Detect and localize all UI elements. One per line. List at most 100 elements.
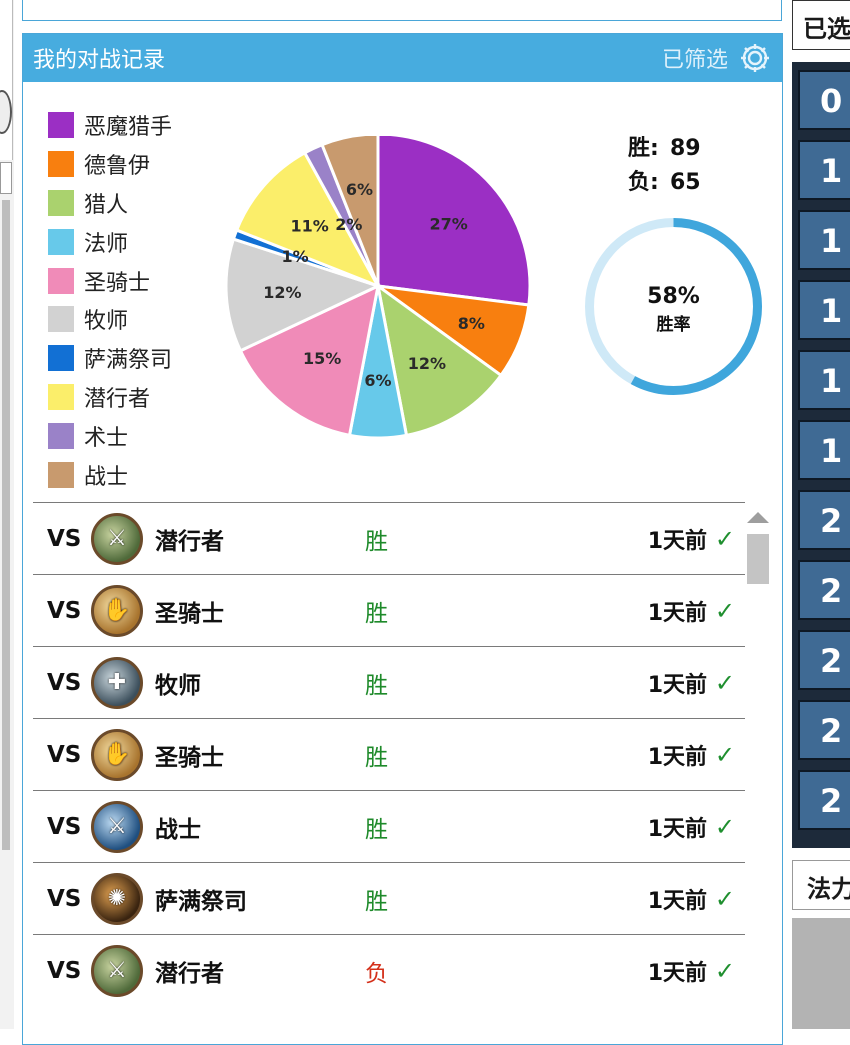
match-list: VS ⚔ 潜行者胜 1天前 ✓ VS ✋ 圣骑士胜 1天前 ✓ VS ✚ 牧师胜 1天前 ✓ VS ✋ 圣骑士胜 1…: [33, 502, 745, 1006]
pie-slice-label: 12%: [263, 283, 301, 302]
match-row[interactable]: VS ✋ 圣骑士 胜 1天前 ✓: [33, 574, 745, 646]
legend-label: 德鲁伊: [84, 154, 151, 180]
win-rate-value: 58%: [647, 284, 700, 309]
match-time: 1天前: [647, 600, 707, 626]
vs-label: VS: [47, 669, 82, 696]
win-rate-ring: 58% 胜率: [585, 218, 762, 395]
scrollbar-thumb[interactable]: [747, 534, 769, 584]
mana-cost-tile[interactable]: 1: [798, 140, 850, 200]
match-result: 胜: [365, 528, 388, 555]
check-icon: ✓: [714, 668, 735, 697]
class-pie-chart: 27% 8% 12% 6% 15% 12% 1% 11% 2% 6%: [224, 136, 532, 440]
warrior-icon: ⚔: [91, 800, 143, 853]
match-row[interactable]: VS ⚔ 潜行者 负 1天前 ✓: [33, 934, 745, 1006]
mana-cost-tile[interactable]: 1: [798, 210, 850, 270]
legend-swatch: [48, 345, 74, 372]
pie-slice: [320, 136, 380, 287]
mana-cost-tile[interactable]: 0: [798, 70, 850, 130]
match-result: 胜: [365, 888, 388, 915]
rogue-icon: ⚔: [91, 512, 143, 565]
match-result: 胜: [365, 744, 388, 771]
legend-label: 战士: [84, 464, 129, 490]
check-icon: ✓: [714, 812, 735, 841]
mana-cost-tile[interactable]: 1: [798, 420, 850, 480]
vs-label: VS: [47, 813, 82, 840]
pie-slice-label: 27%: [430, 215, 468, 234]
mana-cost-tile[interactable]: 1: [798, 280, 850, 340]
match-row[interactable]: VS ✋ 圣骑士 胜 1天前 ✓: [33, 718, 745, 790]
vs-label: VS: [47, 741, 82, 768]
panel-header: 我的对战记录 已筛选: [23, 34, 782, 82]
check-icon: ✓: [714, 596, 735, 625]
legend-label: 恶魔猎手: [84, 115, 173, 141]
match-result: 胜: [365, 816, 388, 843]
pie-slice-label: 11%: [290, 217, 328, 236]
opponent-class: 圣骑士: [155, 600, 224, 627]
vs-label: VS: [47, 957, 82, 984]
match-row[interactable]: VS ⚔ 战士 胜 1天前 ✓: [33, 790, 745, 862]
pie-slice: [376, 136, 532, 307]
right-bottom-label: 法力: [792, 860, 850, 910]
match-row[interactable]: VS ⚔ 潜行者 胜 1天前 ✓: [33, 502, 745, 574]
chart-legend: 恶魔猎手 德鲁伊 猎人 法师 圣骑士 牧师 萨满祭司 潜行者 术士 战士: [48, 106, 172, 494]
vs-label: VS: [47, 525, 82, 552]
left-panel-edge: [0, 0, 14, 1029]
opponent-class: 潜行者: [155, 528, 224, 555]
pie-slice-label: 12%: [408, 354, 446, 373]
gear-icon[interactable]: [738, 41, 772, 75]
vs-label: VS: [47, 885, 82, 912]
mana-cost-tile[interactable]: 2: [798, 770, 850, 830]
legend-item: 圣骑士: [48, 261, 172, 300]
opponent-class: 圣骑士: [155, 744, 224, 771]
legend-item: 牧师: [48, 300, 172, 339]
legend-swatch: [48, 461, 74, 488]
mana-cost-tile[interactable]: 1: [798, 350, 850, 410]
match-time: 1天前: [647, 816, 707, 842]
legend-item: 战士: [48, 455, 172, 494]
filter-status[interactable]: 已筛选: [661, 48, 728, 73]
legend-item: 猎人: [48, 184, 172, 223]
opponent-class: 牧师: [155, 672, 201, 699]
right-panel-edge: 已选 0 1 1 1 1 1 2 2 2 2 2 法力: [792, 0, 850, 1029]
match-result: 胜: [365, 600, 388, 627]
legend-swatch: [48, 112, 74, 139]
mana-cost-tile[interactable]: 2: [798, 700, 850, 760]
legend-label: 圣骑士: [84, 270, 151, 296]
loss-stat: 负: 65: [628, 166, 701, 200]
legend-swatch: [48, 228, 74, 255]
vs-label: VS: [47, 597, 82, 624]
scroll-up-arrow-icon[interactable]: [747, 512, 769, 523]
win-stat: 胜: 89: [628, 132, 701, 166]
match-row[interactable]: VS ✚ 牧师 胜 1天前 ✓: [33, 646, 745, 718]
legend-item: 德鲁伊: [48, 145, 172, 184]
pie-slice: [224, 237, 383, 353]
pie-slice-label: 15%: [303, 349, 341, 368]
paladin-icon: ✋: [91, 584, 143, 637]
ring-progress: [585, 218, 762, 395]
opponent-class: 潜行者: [155, 960, 224, 987]
paladin-icon: ✋: [91, 728, 143, 781]
opponent-class: 战士: [155, 816, 201, 843]
shaman-icon: ✺: [91, 872, 143, 925]
match-time: 1天前: [647, 960, 707, 986]
legend-item: 潜行者: [48, 378, 172, 417]
legend-swatch: [48, 151, 74, 178]
win-label: 胜:: [628, 136, 659, 161]
match-time: 1天前: [647, 888, 707, 914]
win-rate-label: 胜率: [657, 314, 691, 335]
pie-slice-label: 6%: [346, 180, 373, 199]
legend-item: 术士: [48, 416, 172, 455]
mana-cost-tile[interactable]: 2: [798, 490, 850, 550]
loss-label: 负:: [628, 170, 659, 195]
mana-cost-tile[interactable]: 2: [798, 630, 850, 690]
pie-slice: [375, 282, 504, 438]
legend-label: 潜行者: [84, 386, 151, 412]
opponent-class: 萨满祭司: [155, 888, 247, 915]
mana-cost-tile[interactable]: 2: [798, 560, 850, 620]
pie-slice-label: 2%: [335, 215, 362, 234]
loss-count: 65: [670, 170, 701, 195]
legend-item: 萨满祭司: [48, 339, 172, 378]
match-row[interactable]: VS ✺ 萨满祭司 胜 1天前 ✓: [33, 862, 745, 934]
left-scrollbar[interactable]: [2, 200, 10, 850]
legend-swatch: [48, 306, 74, 333]
